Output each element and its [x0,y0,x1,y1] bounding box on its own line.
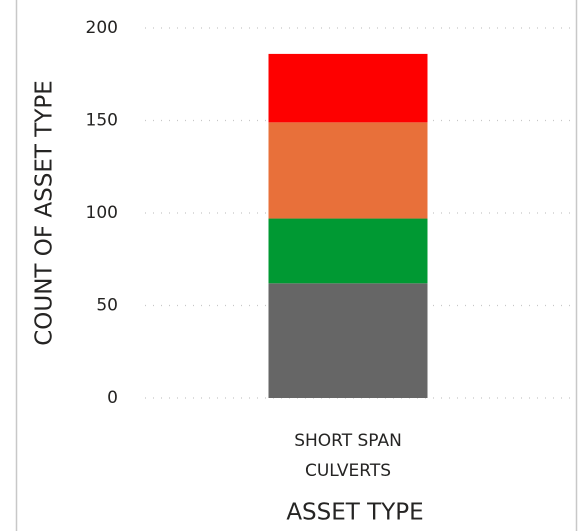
x-axis-title: ASSET TYPE [286,500,423,526]
bar-segment [268,122,428,219]
bar-segment [268,53,428,123]
y-tick-label: 50 [96,296,118,316]
x-tick-label: SHORT SPAN CULVERTS [294,431,402,481]
y-tick-label: 150 [86,111,118,131]
y-tick-label: 0 [107,388,118,408]
bar-segment [268,283,428,398]
y-axis-title: COUNT OF ASSET TYPE [32,80,58,346]
y-tick-label: 200 [86,18,118,38]
y-tick-label: 100 [86,203,118,223]
bar-segment [268,218,428,284]
